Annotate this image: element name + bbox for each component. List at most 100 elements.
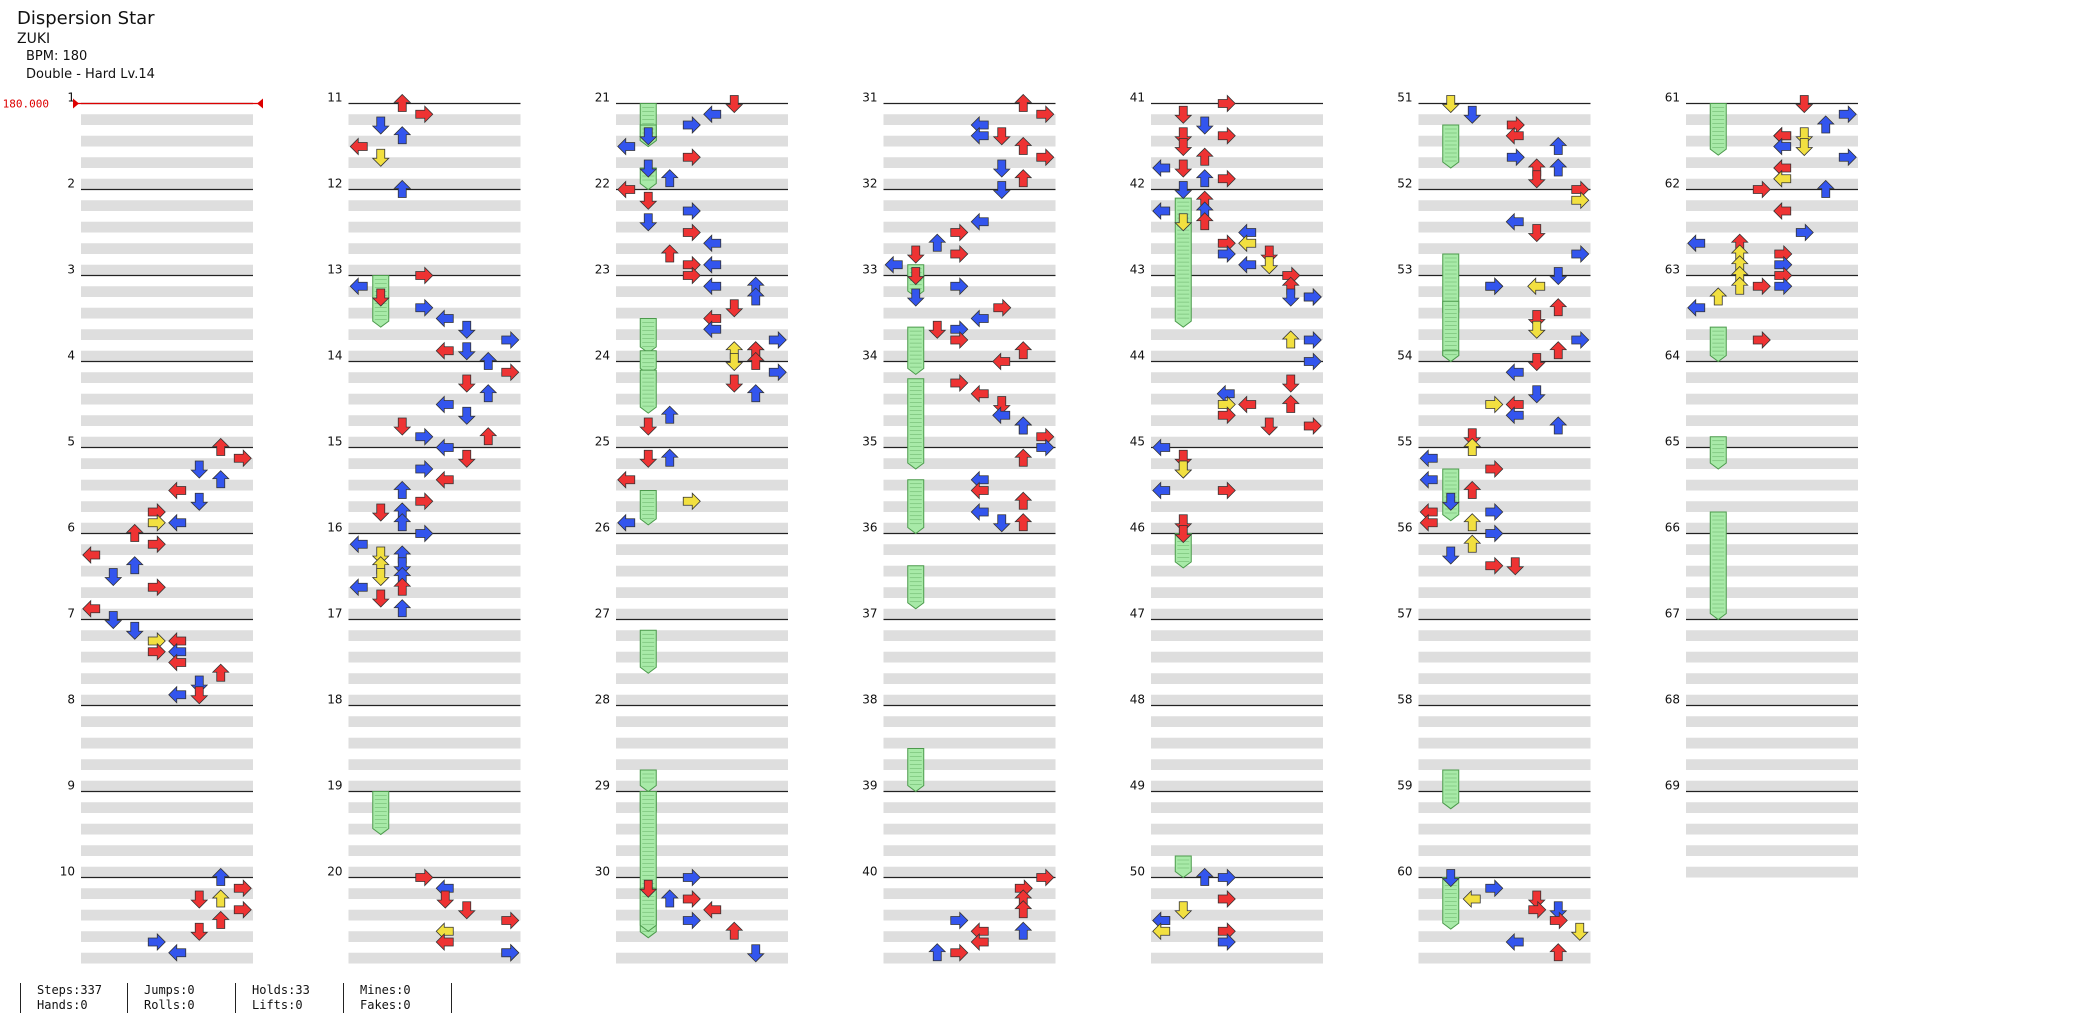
stat-holds: Holds:33 <box>252 983 310 997</box>
beat-band <box>883 909 1056 921</box>
hold-body <box>1709 103 1727 156</box>
beat-band <box>883 759 1056 770</box>
arrow-note-right-icon <box>1571 331 1590 349</box>
arrow-note-down-icon <box>1174 181 1193 200</box>
beat-band <box>1151 608 1323 620</box>
arrow-note-right-icon <box>1485 524 1504 543</box>
measure-number: 1 <box>67 91 75 105</box>
measure-number: 44 <box>1130 349 1145 363</box>
beat-band <box>1418 823 1591 835</box>
beat-band <box>1686 200 1858 211</box>
arrow-note-right-icon <box>768 331 787 349</box>
measure-number: 30 <box>595 865 610 879</box>
measure-number: 35 <box>862 435 877 449</box>
arrow-note-right-icon <box>993 298 1012 317</box>
arrow-note-left-icon <box>617 513 636 532</box>
beat-band <box>883 802 1056 813</box>
arrow-note-right-icon <box>233 879 252 898</box>
beat-band <box>616 587 788 598</box>
arrow-note-right-icon <box>682 223 701 242</box>
beat-band <box>883 372 1056 383</box>
beat-band <box>616 931 788 942</box>
arrow-note-left-icon <box>435 395 454 414</box>
measure-number: 51 <box>1397 91 1412 105</box>
arrow-note-down-icon <box>639 449 658 468</box>
arrow-note-down-icon <box>1174 460 1193 479</box>
difficulty-label: Double - Hard Lv.14 <box>26 67 155 82</box>
hold-body <box>1442 350 1460 363</box>
arrow-note-down-icon <box>371 568 390 587</box>
arrow-note-down-icon <box>725 353 744 372</box>
beat-band <box>1686 565 1858 577</box>
measure-number: 49 <box>1130 779 1145 793</box>
beat-band <box>81 393 253 405</box>
arrow-note-down-icon <box>371 116 390 135</box>
beat-band <box>616 716 788 727</box>
arrow-note-down-icon <box>393 557 412 576</box>
arrow-note-down-icon <box>1195 116 1214 135</box>
hold-body <box>907 748 925 793</box>
arrow-note-down-icon <box>190 686 209 705</box>
arrow-note-up-icon <box>393 513 412 532</box>
beat-band <box>348 200 521 211</box>
beat-band <box>1418 608 1591 620</box>
arrow-note-right-icon <box>1217 126 1236 145</box>
beat-band <box>883 587 1056 598</box>
measure-number: 20 <box>327 865 342 879</box>
arrow-note-up-icon <box>1709 287 1728 306</box>
arrow-note-down-icon <box>190 890 209 909</box>
beat-band <box>1418 329 1591 340</box>
arrow-note-right-icon <box>950 943 969 962</box>
measure-number: 6 <box>67 521 75 535</box>
beat-band <box>883 608 1056 620</box>
arrow-note-up-icon <box>211 910 230 929</box>
beat-band <box>1151 952 1323 964</box>
beat-band <box>348 888 521 899</box>
arrow-note-left-icon <box>82 599 101 618</box>
beat-band <box>1151 178 1323 190</box>
arrow-note-down-icon <box>457 320 476 339</box>
beat-band <box>883 221 1056 233</box>
beat-band <box>1151 350 1323 362</box>
arrow-note-down-icon <box>906 245 925 264</box>
measure-number: 31 <box>862 91 877 105</box>
beat-band <box>1686 544 1858 555</box>
measure-number: 59 <box>1397 779 1412 793</box>
beat-band <box>1686 759 1858 770</box>
arrow-note-down-icon <box>1441 95 1460 114</box>
arrow-note-right-icon <box>1838 105 1857 124</box>
arrow-note-right-icon <box>1036 438 1055 457</box>
hold-body <box>1174 533 1192 569</box>
measure-number: 61 <box>1665 91 1680 105</box>
arrow-note-right-icon <box>415 298 434 317</box>
arrow-note-up-icon <box>1816 115 1835 134</box>
beat-band <box>348 866 521 878</box>
arrow-note-left-icon <box>349 578 368 597</box>
beat-band <box>348 673 521 684</box>
measure-number: 8 <box>67 693 75 707</box>
arrow-note-up-icon <box>1281 394 1300 413</box>
arrow-note-down-icon <box>1174 138 1193 157</box>
beat-band <box>348 587 521 598</box>
arrow-note-left-icon <box>1152 922 1171 941</box>
arrow-note-down-icon <box>1527 224 1546 243</box>
measure-number: 24 <box>595 349 610 363</box>
beat-band <box>348 135 521 147</box>
beat-band <box>1418 393 1591 405</box>
beat-band <box>81 135 253 147</box>
beat-band <box>1418 716 1591 727</box>
beat-band <box>81 458 253 469</box>
arrow-note-up-icon <box>479 351 498 370</box>
measure-number: 33 <box>862 263 877 277</box>
arrow-note-down-icon <box>1441 869 1460 888</box>
arrow-note-down-icon <box>639 879 658 898</box>
arrow-note-left-icon <box>992 406 1011 425</box>
arrow-note-down-icon <box>1463 105 1482 124</box>
arrow-note-left-icon <box>1419 470 1438 489</box>
arrow-note-right-icon <box>1303 288 1322 306</box>
arrow-note-down-icon <box>639 213 658 232</box>
measure-number: 56 <box>1397 521 1412 535</box>
arrow-note-up-icon <box>1463 437 1482 456</box>
beat-band <box>883 415 1056 426</box>
arrow-note-right-icon <box>1303 331 1322 349</box>
